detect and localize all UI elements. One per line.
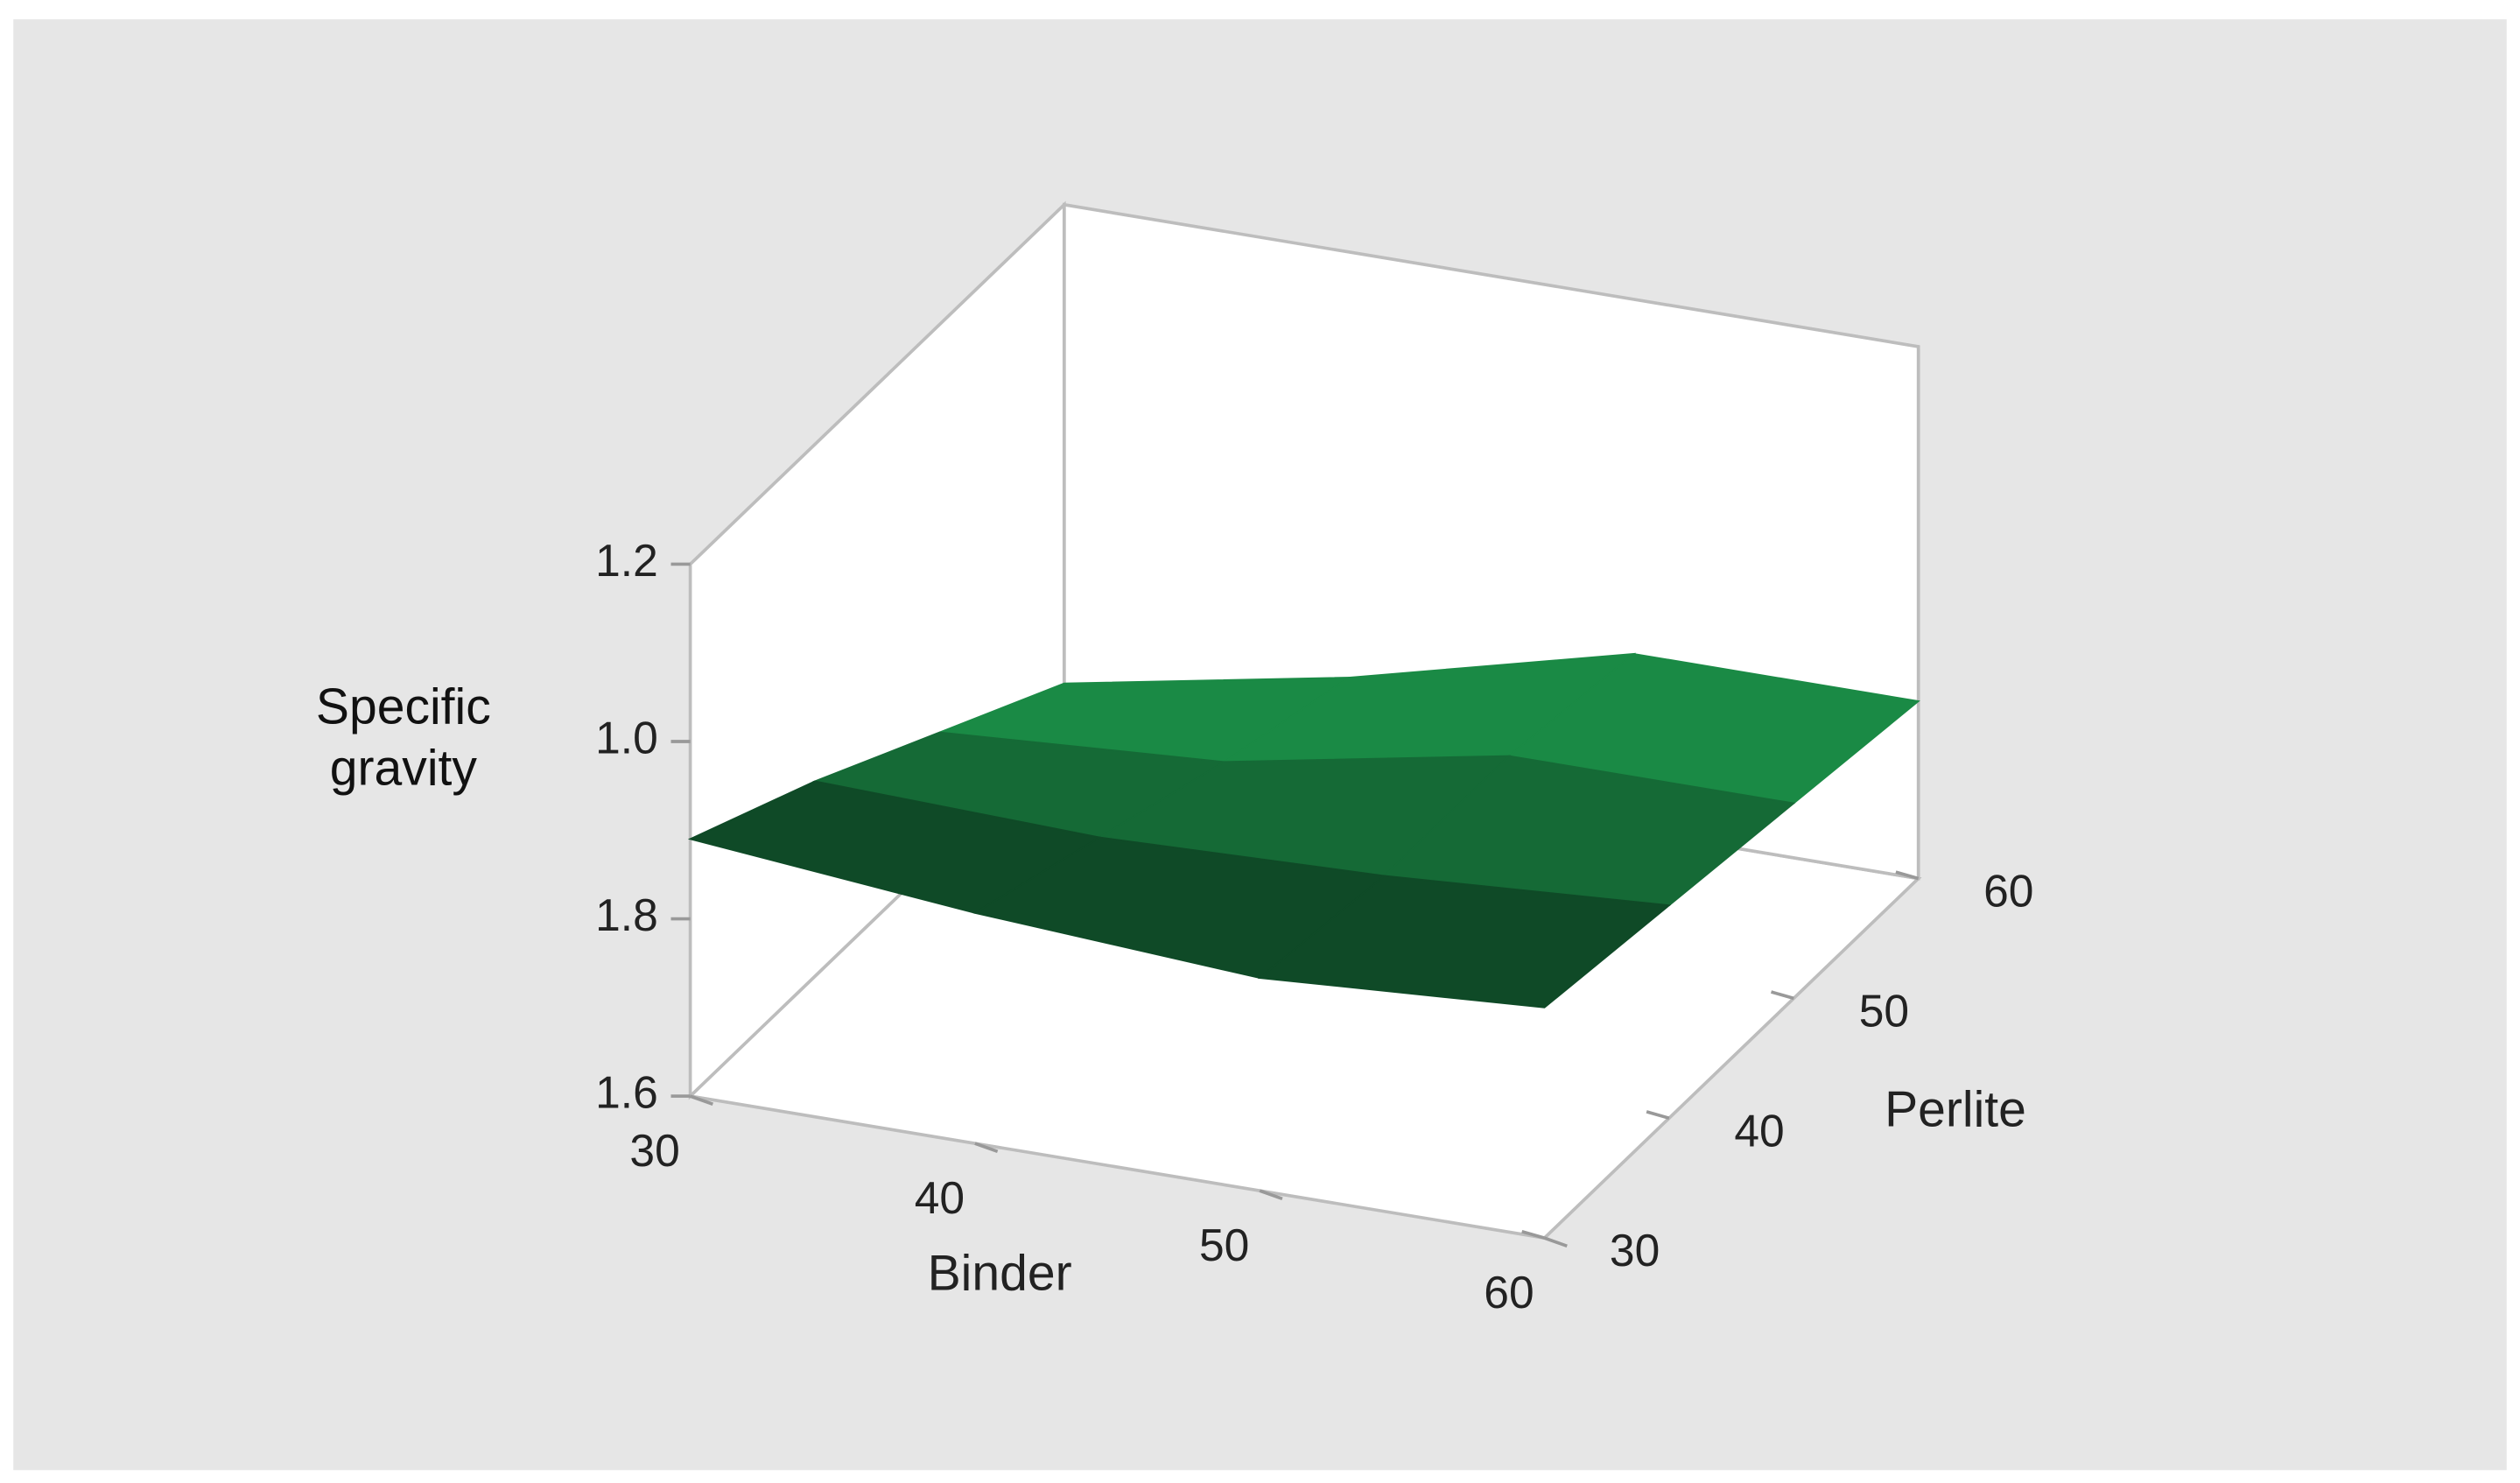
- z-axis-title: Specific gravity: [315, 678, 491, 797]
- x-tick: [689, 1094, 713, 1107]
- x-tick-label: 50: [1199, 1219, 1249, 1270]
- z-tick-label: 1.0: [595, 713, 658, 763]
- x-tick: [1259, 1189, 1283, 1201]
- z-tick-label: 1.8: [595, 889, 658, 940]
- x-tick: [1543, 1236, 1568, 1248]
- y-tick-label: 50: [1859, 985, 1909, 1036]
- y-tick: [1770, 990, 1794, 1001]
- x-tick-label: 40: [915, 1172, 965, 1223]
- z-tick-label: 1.6: [595, 1067, 658, 1118]
- surface-patch: [1257, 875, 1672, 1009]
- x-axis-title: Binder: [928, 1245, 1072, 1301]
- x-tick-label: 60: [1484, 1267, 1534, 1318]
- x-tick-label: 30: [629, 1125, 679, 1176]
- y-tick: [1521, 1229, 1545, 1240]
- x-tick: [974, 1142, 999, 1154]
- y-tick: [1646, 1110, 1670, 1121]
- y-tick-label: 60: [1983, 866, 2033, 917]
- y-tick-label: 30: [1610, 1225, 1660, 1276]
- z-tick-label: 1.2: [595, 535, 658, 586]
- z-title-box: Specific gravity: [315, 678, 491, 797]
- surface: [687, 652, 1920, 1009]
- y-tick-label: 40: [1734, 1105, 1784, 1156]
- y-tick: [1895, 870, 1920, 881]
- y-axis-title: Perlite: [1885, 1081, 2026, 1137]
- axes: 30 40 50 60 30 40 50 60 1.6 1.8 1.0 1.2 Binder Perlit…: [595, 535, 2033, 1318]
